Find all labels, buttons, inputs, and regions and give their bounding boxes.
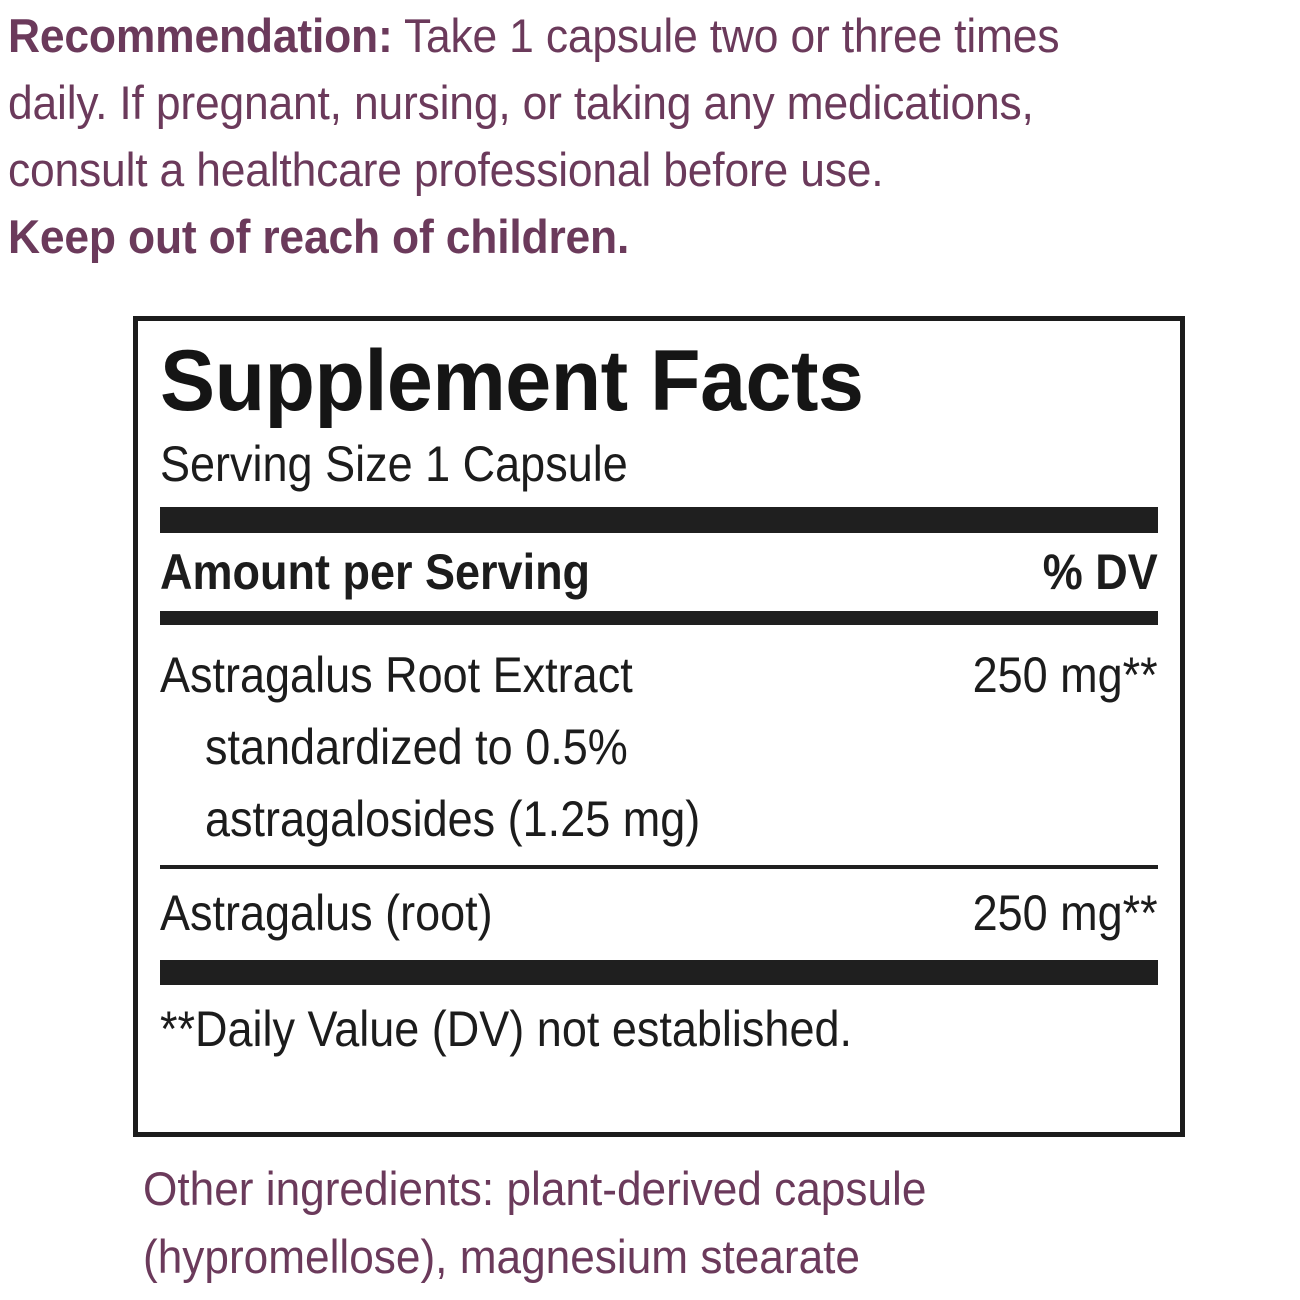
other-ingredients-line-2: (hypromellose), magnesium stearate <box>143 1230 860 1283</box>
ingredient-name: Astragalus Root Extract <box>160 647 633 703</box>
ingredient-subline-1: standardized to 0.5% <box>205 719 628 775</box>
percent-dv-label: % DV <box>1042 544 1158 600</box>
keep-out-of-reach-warning: Keep out of reach of children. <box>8 210 630 263</box>
ingredient-amount: 250 mg** <box>972 885 1158 941</box>
ingredient-name-group: Astragalus (root) <box>160 877 952 949</box>
rule-thick-bottom <box>160 960 1158 985</box>
recommendation-line-3: consult a healthcare professional before… <box>8 143 884 196</box>
recommendation-label: Recommendation: <box>8 9 393 62</box>
recommendation-line-1: Recommendation: Take 1 capsule two or th… <box>8 2 1222 69</box>
recommendation-line-1-text: Take 1 capsule two or three times <box>392 9 1060 62</box>
supplement-facts-title: Supplement Facts <box>160 333 864 429</box>
table-row: Astragalus Root Extract standardized to … <box>160 639 1158 855</box>
recommendation-line-2: daily. If pregnant, nursing, or taking a… <box>8 76 1034 129</box>
ingredient-name: Astragalus (root) <box>160 885 493 941</box>
amount-per-serving-header: Amount per Serving % DV <box>160 542 1158 602</box>
supplement-facts-panel: Supplement Facts Serving Size 1 Capsule … <box>133 316 1185 1137</box>
rule-thin-divider <box>160 865 1158 869</box>
ingredient-amount: 250 mg** <box>972 647 1158 703</box>
daily-value-footnote: **Daily Value (DV) not established. <box>160 1001 853 1057</box>
other-ingredients-line-1: Other ingredients: plant-derived capsule <box>143 1162 927 1215</box>
ingredient-name-group: Astragalus Root Extract standardized to … <box>160 639 952 855</box>
rule-medium-header <box>160 611 1158 625</box>
amount-per-serving-label: Amount per Serving <box>160 544 591 600</box>
other-ingredients-block: Other ingredients: plant-derived capsule… <box>143 1155 1224 1291</box>
ingredient-subline-2: astragalosides (1.25 mg) <box>205 791 701 847</box>
serving-size-label: Serving Size 1 Capsule <box>160 436 628 492</box>
supplement-facts-inner: Supplement Facts Serving Size 1 Capsule … <box>160 321 1158 1132</box>
table-row: Astragalus (root) 250 mg** <box>160 877 1158 949</box>
recommendation-block: Recommendation: Take 1 capsule two or th… <box>8 2 1222 270</box>
rule-thick-top <box>160 507 1158 533</box>
